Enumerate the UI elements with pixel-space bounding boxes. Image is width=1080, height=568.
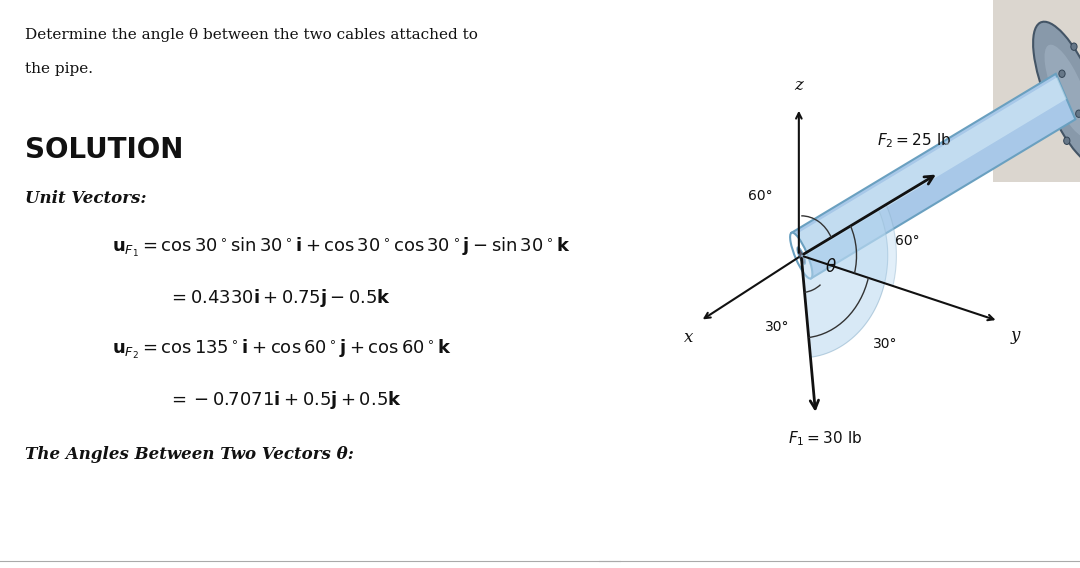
Text: $\mathbf{u}_{F_2} = \cos 135^\circ\mathbf{i} + \cos 60^\circ\mathbf{j} + \cos 60: $\mathbf{u}_{F_2} = \cos 135^\circ\mathb… [112,338,451,361]
Ellipse shape [1058,70,1065,77]
Text: x: x [684,329,693,346]
Polygon shape [994,0,1080,182]
Text: $= 0.4330\mathbf{i} + 0.75\mathbf{j} - 0.5\mathbf{k}$: $= 0.4330\mathbf{i} + 0.75\mathbf{j} - 0… [167,287,391,309]
Text: 30°: 30° [873,337,897,350]
Text: 60°: 60° [748,189,772,203]
Text: 60°: 60° [894,235,919,248]
Text: the pipe.: the pipe. [25,62,93,77]
Text: The Angles Between Two Vectors θ:: The Angles Between Two Vectors θ: [25,446,354,463]
Text: Determine the angle θ between the two cables attached to: Determine the angle θ between the two ca… [25,28,477,43]
Polygon shape [801,209,888,357]
Ellipse shape [1071,43,1077,51]
Text: $= -0.7071\mathbf{i} + 0.5\mathbf{j} + 0.5\mathbf{k}$: $= -0.7071\mathbf{i} + 0.5\mathbf{j} + 0… [167,389,402,411]
Text: z: z [795,77,804,94]
Ellipse shape [791,233,812,278]
Ellipse shape [797,247,806,264]
Polygon shape [793,77,1067,258]
Ellipse shape [1034,22,1080,166]
Text: $F_2 = 25\ \mathrm{lb}$: $F_2 = 25\ \mathrm{lb}$ [877,132,951,151]
Text: y: y [1011,327,1020,344]
Text: 30°: 30° [765,320,789,333]
Ellipse shape [1044,45,1080,137]
Ellipse shape [1064,137,1070,144]
Polygon shape [792,74,1076,278]
Text: $\mathbf{u}_{F_1} = \cos 30^\circ \sin 30^\circ\mathbf{i} + \cos 30^\circ \cos 3: $\mathbf{u}_{F_1} = \cos 30^\circ \sin 3… [112,236,570,259]
Text: Unit Vectors:: Unit Vectors: [25,190,147,207]
Ellipse shape [1076,110,1080,118]
Text: SOLUTION: SOLUTION [25,136,184,164]
Text: $F_1 = 30\ \mathrm{lb}$: $F_1 = 30\ \mathrm{lb}$ [788,429,863,448]
Text: $\theta$: $\theta$ [825,258,837,276]
Polygon shape [801,204,896,286]
